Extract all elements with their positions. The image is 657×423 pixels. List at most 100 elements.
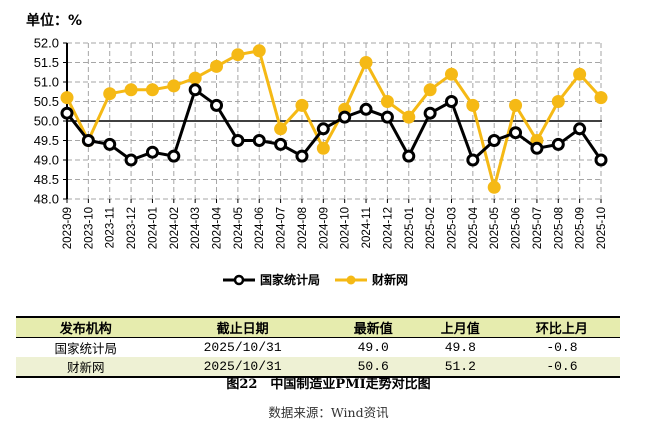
- data-point: [594, 91, 608, 105]
- data-point: [466, 153, 480, 167]
- data-point: [295, 149, 309, 163]
- x-tick-label: 2024-04: [212, 206, 224, 249]
- x-tick-label: 2023-09: [62, 207, 74, 249]
- data-point: [124, 153, 138, 167]
- x-tick-label: 2024-10: [340, 207, 352, 249]
- data-point: [316, 122, 330, 136]
- series-nbs: [60, 83, 608, 167]
- col-header-cutoff-date: 截止日期: [155, 316, 330, 338]
- chart-legend: 国家统计局 财新网: [222, 271, 422, 288]
- legend-yellow-line-marker-icon: [335, 275, 368, 284]
- data-point: [210, 59, 224, 73]
- data-point: [509, 126, 523, 140]
- x-tick-label: 2025-10: [596, 207, 608, 249]
- legend-label-nbs: 国家统计局: [260, 273, 321, 287]
- cell-latest-value: 49.0: [357, 340, 389, 355]
- x-tick-label: 2025-03: [446, 207, 458, 249]
- cell-publisher: 国家统计局: [54, 341, 118, 356]
- y-tick-label: 50.5: [34, 94, 59, 109]
- x-tick-label: 2024-01: [147, 207, 159, 249]
- data-point: [167, 149, 181, 163]
- x-tick-label: 2024-09: [318, 207, 330, 249]
- data-point: [573, 67, 587, 81]
- data-point: [274, 137, 288, 151]
- cell-previous-value: 51.2: [416, 357, 504, 378]
- x-tick-label: 2025-07: [532, 207, 544, 249]
- col-header-publisher: 发布机构: [16, 316, 156, 338]
- data-point: [145, 145, 159, 159]
- x-tick-label: 2024-12: [382, 207, 394, 249]
- table-header-row: 发布机构 截止日期 最新值 上月值 环比上月: [16, 316, 620, 338]
- x-tick-label: 2023-12: [126, 207, 138, 249]
- data-point: [380, 95, 394, 108]
- pmi-summary-table: 发布机构 截止日期 最新值 上月值 环比上月 国家统计局 2025/10/31 …: [16, 316, 620, 378]
- y-tick-label: 51.0: [34, 75, 59, 90]
- data-point: [487, 134, 501, 147]
- data-point: [252, 44, 266, 58]
- data-point: [103, 87, 117, 101]
- x-tick-label: 2024-11: [361, 207, 373, 248]
- x-tick-label: 2024-06: [254, 207, 266, 249]
- y-tick-label: 49.0: [34, 153, 59, 168]
- legend-black-line-marker-icon: [223, 274, 255, 285]
- y-tick-label: 48.5: [34, 172, 59, 187]
- y-tick-label: 50.0: [34, 114, 59, 129]
- data-point: [210, 98, 224, 112]
- cell-previous-value: 49.8: [444, 340, 476, 355]
- data-point: [530, 141, 544, 155]
- figure-caption: 图22 中国制造业PMI走势对比图: [226, 377, 431, 392]
- data-point: [573, 122, 587, 136]
- cell-mom-change: -0.8: [546, 340, 578, 355]
- x-tick-label: 2025-01: [404, 207, 416, 249]
- data-point: [338, 110, 352, 124]
- data-point: [60, 106, 74, 120]
- cell-cutoff-date: 2025/10/31: [155, 357, 330, 378]
- table-row: 国家统计局 2025/10/31 49.0 49.8 -0.8: [16, 338, 620, 358]
- x-tick-label: 2023-11: [105, 207, 117, 248]
- y-tick-label: 52.0: [34, 36, 59, 51]
- data-point: [188, 71, 202, 85]
- x-tick-label: 2024-05: [233, 207, 245, 249]
- x-tick-label: 2025-09: [575, 207, 587, 249]
- cell-publisher: 财新网: [16, 357, 156, 378]
- x-tick-label: 2025-08: [553, 207, 565, 249]
- x-tick-label: 2025-06: [511, 207, 523, 249]
- data-point: [444, 67, 458, 81]
- data-point: [359, 102, 373, 116]
- data-point: [81, 134, 95, 147]
- x-tick-label: 2023-10: [83, 207, 95, 249]
- data-point: [274, 122, 288, 136]
- data-point: [423, 83, 437, 97]
- y-tick-label: 51.5: [34, 55, 59, 70]
- data-point: [359, 56, 373, 69]
- x-tick-label: 2024-02: [169, 207, 181, 249]
- legend-item-caixin: 财新网: [334, 271, 408, 288]
- x-tick-label: 2024-07: [276, 207, 288, 249]
- legend-label-caixin: 财新网: [372, 273, 409, 287]
- data-point: [124, 83, 138, 97]
- data-point: [188, 83, 202, 97]
- data-point: [594, 153, 608, 167]
- data-point: [551, 95, 565, 108]
- data-point: [231, 134, 245, 147]
- x-tick-label: 2025-05: [489, 207, 501, 249]
- unit-label: 单位：%: [26, 13, 83, 29]
- data-point: [316, 141, 330, 155]
- data-point: [60, 91, 74, 105]
- data-point: [252, 134, 266, 147]
- y-tick-label: 49.5: [34, 133, 59, 148]
- series-caixin: [60, 44, 608, 194]
- cell-mom-change: -0.6: [503, 357, 620, 378]
- col-header-latest-value: 最新值: [329, 316, 417, 338]
- data-point: [444, 95, 458, 108]
- x-tick-label: 2025-04: [468, 206, 480, 249]
- x-tick-label: 2024-08: [297, 207, 309, 249]
- x-tick-label: 2024-03: [190, 207, 202, 249]
- data-point: [295, 98, 309, 112]
- cell-cutoff-date: 2025/10/31: [203, 340, 282, 355]
- pmi-line-chart: 52.051.551.050.550.049.549.048.548.02023…: [34, 36, 608, 250]
- data-point: [380, 110, 394, 124]
- data-point: [231, 48, 245, 62]
- x-tick-label: 2025-02: [425, 207, 437, 249]
- table-row: 财新网 2025/10/31 50.6 51.2 -0.6: [16, 357, 620, 378]
